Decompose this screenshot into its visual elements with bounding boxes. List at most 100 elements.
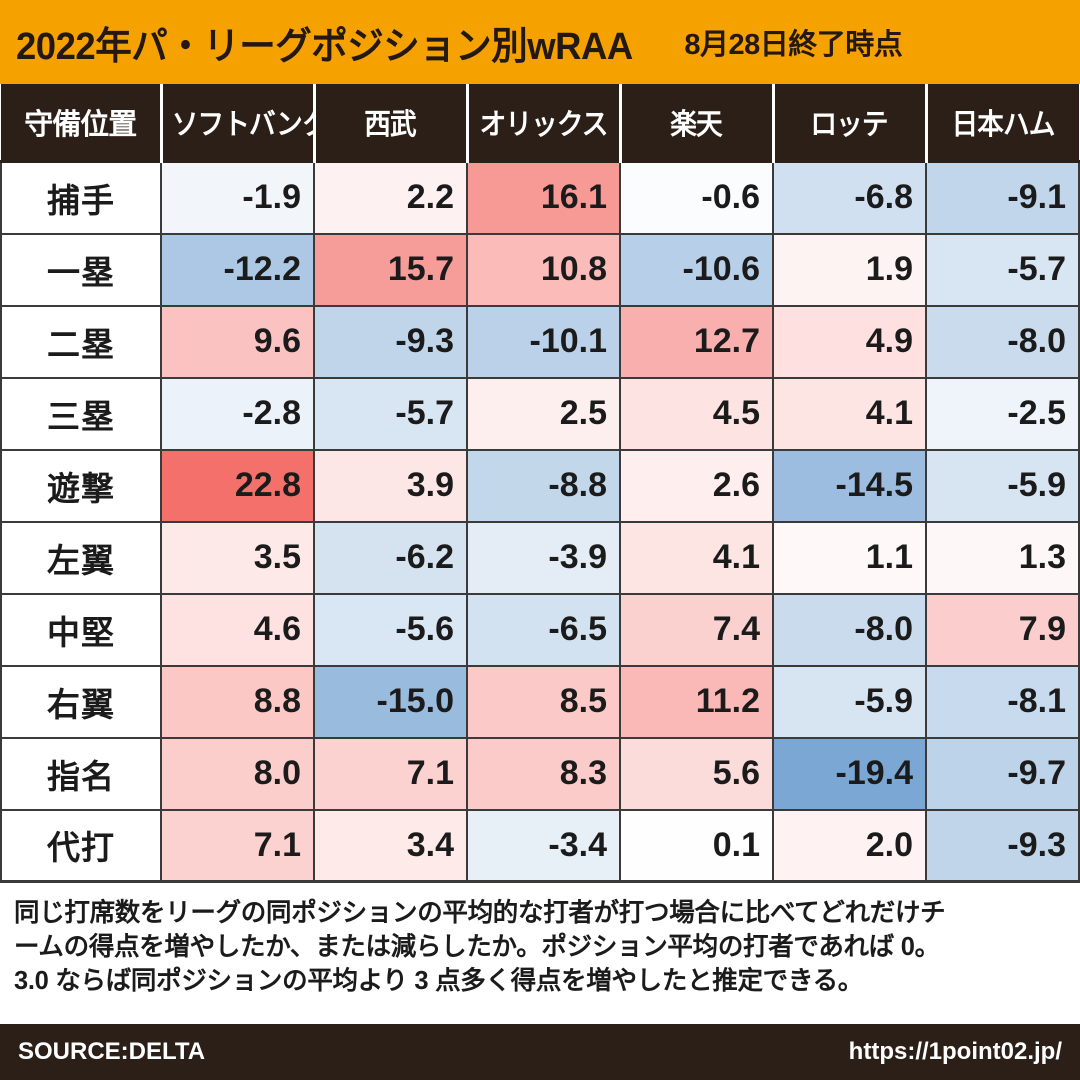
table-row: 二塁 9.6 -9.3 -10.1 12.7 4.9 -8.0 (0, 304, 1080, 379)
page-subtitle: 8月28日終了時点 (684, 29, 903, 61)
heatmap-cell: -19.4 (772, 736, 927, 811)
title-bar: 2022年パ・リーグポジション別wRAA 8月28日終了時点 (0, 0, 1080, 84)
heatmap-cell: 3.5 (160, 520, 315, 595)
heatmap-cell: -1.9 (160, 160, 315, 235)
table-row: 代打 7.1 3.4 -3.4 0.1 2.0 -9.3 (0, 808, 1080, 883)
column-header-4: 楽天 (618, 84, 775, 162)
row-header-position: 左翼 (0, 520, 162, 595)
table-head: 守備位置 ソフトバンク 西武 オリックス 楽天 ロッテ 日本ハム (1, 84, 1079, 162)
heatmap-cell: 4.6 (160, 592, 315, 667)
table-row: 三塁 -2.8 -5.7 2.5 4.5 4.1 -2.5 (0, 376, 1080, 451)
heatmap-cell: -6.2 (313, 520, 468, 595)
table-row: 一塁 -12.2 15.7 10.8 -10.6 1.9 -5.7 (0, 232, 1080, 307)
heatmap-cell: 16.1 (466, 160, 621, 235)
site-url[interactable]: https://1point02.jp/ (848, 1038, 1062, 1065)
heatmap-cell: 4.1 (772, 376, 927, 451)
heatmap-cell: 1.3 (925, 520, 1080, 595)
table-row: 中堅 4.6 -5.6 -6.5 7.4 -8.0 7.9 (0, 592, 1080, 667)
heatmap-cell: 7.1 (160, 808, 315, 883)
heatmap-cell: 8.3 (466, 736, 621, 811)
heatmap-cell: 0.1 (619, 808, 774, 883)
heatmap-cell: -8.1 (925, 664, 1080, 739)
heatmap-cell: 4.1 (619, 520, 774, 595)
row-header-position: 遊撃 (0, 448, 162, 523)
column-header-label: ロッテ (810, 109, 889, 141)
heatmap-cell: 8.0 (160, 736, 315, 811)
row-header-position: 二塁 (0, 304, 162, 379)
wraa-heatmap-table: 守備位置 ソフトバンク 西武 オリックス 楽天 ロッテ 日本ハム 捕手 -1.9 2.2 16.1… (0, 84, 1080, 883)
heatmap-cell: -2.8 (160, 376, 315, 451)
row-header-position: 一塁 (0, 232, 162, 307)
heatmap-cell: -5.9 (925, 448, 1080, 523)
heatmap-cell: 8.5 (466, 664, 621, 739)
column-header-2: 西武 (312, 84, 469, 162)
heatmap-cell: 1.1 (772, 520, 927, 595)
column-header-1: ソフトバンク (159, 84, 316, 162)
heatmap-cell: -0.6 (619, 160, 774, 235)
heatmap-cell: -9.3 (313, 304, 468, 379)
footnote-line-3: 3.0 ならば同ポジションの平均より 3 点多く得点を増やしたと推定できる。 (14, 966, 863, 995)
heatmap-cell: 3.4 (313, 808, 468, 883)
row-header-position: 三塁 (0, 376, 162, 451)
heatmap-cell: 12.7 (619, 304, 774, 379)
heatmap-cell: -9.3 (925, 808, 1080, 883)
heatmap-cell: 7.9 (925, 592, 1080, 667)
column-header-6: 日本ハム (924, 84, 1079, 162)
heatmap-cell: 1.9 (772, 232, 927, 307)
column-header-5: ロッテ (771, 84, 928, 162)
column-header-label: 日本ハム (951, 109, 1056, 141)
table-header-row: 守備位置 ソフトバンク 西武 オリックス 楽天 ロッテ 日本ハム (1, 84, 1079, 162)
table-body: 捕手 -1.9 2.2 16.1 -0.6 -6.8 -9.1 一塁 -12.2 15.7 10.8… (0, 160, 1080, 883)
heatmap-cell: -15.0 (313, 664, 468, 739)
heatmap-cell: -10.1 (466, 304, 621, 379)
footnote-line-2: ームの得点を増やしたか、または減らしたか。ポジション平均の打者であれば 0。 (14, 932, 940, 961)
heatmap-cell: 2.6 (619, 448, 774, 523)
heatmap-cell: -9.1 (925, 160, 1080, 235)
heatmap-cell: -2.5 (925, 376, 1080, 451)
row-header-position: 代打 (0, 808, 162, 883)
column-header-label: ソフトバンク (171, 109, 314, 141)
heatmap-cell: 11.2 (619, 664, 774, 739)
column-header-3: オリックス (465, 84, 622, 162)
heatmap-cell: 4.9 (772, 304, 927, 379)
heatmap-cell: 3.9 (313, 448, 468, 523)
heatmap-cell: 15.7 (313, 232, 468, 307)
footer-bar: SOURCE:DELTA https://1point02.jp/ (0, 1024, 1080, 1080)
table-row: 右翼 8.8 -15.0 8.5 11.2 -5.9 -8.1 (0, 664, 1080, 739)
source-label: SOURCE:DELTA (18, 1038, 206, 1065)
row-header-position: 指名 (0, 736, 162, 811)
heatmap-cell: -14.5 (772, 448, 927, 523)
heatmap-cell: 9.6 (160, 304, 315, 379)
row-header-position: 右翼 (0, 664, 162, 739)
column-header-label: 楽天 (670, 109, 723, 141)
heatmap-cell: -12.2 (160, 232, 315, 307)
heatmap-cell: -6.8 (772, 160, 927, 235)
column-header-position: 守備位置 (1, 84, 163, 162)
heatmap-cell: -8.0 (925, 304, 1080, 379)
heatmap-cell: 22.8 (160, 448, 315, 523)
heatmap-cell: -5.9 (772, 664, 927, 739)
table-row: 捕手 -1.9 2.2 16.1 -0.6 -6.8 -9.1 (0, 160, 1080, 235)
heatmap-cell: -5.7 (313, 376, 468, 451)
heatmap-cell: 4.5 (619, 376, 774, 451)
heatmap-cell: -5.7 (925, 232, 1080, 307)
heatmap-cell: 8.8 (160, 664, 315, 739)
heatmap-cell: -10.6 (619, 232, 774, 307)
wraa-heatmap-table-wrap: 守備位置 ソフトバンク 西武 オリックス 楽天 ロッテ 日本ハム 捕手 -1.9 2.2 16.1… (0, 84, 1080, 883)
heatmap-cell: 7.1 (313, 736, 468, 811)
page-title: 2022年パ・リーグポジション別wRAA (16, 25, 633, 68)
heatmap-cell: -3.4 (466, 808, 621, 883)
heatmap-cell: 5.6 (619, 736, 774, 811)
footnote: 同じ打席数をリーグの同ポジションの平均的な打者が打つ場合に比べてどれだけチ ーム… (0, 883, 1080, 1005)
heatmap-cell: -8.0 (772, 592, 927, 667)
table-row: 左翼 3.5 -6.2 -3.9 4.1 1.1 1.3 (0, 520, 1080, 595)
heatmap-cell: 2.2 (313, 160, 468, 235)
footnote-line-1: 同じ打席数をリーグの同ポジションの平均的な打者が打つ場合に比べてどれだけチ (14, 899, 946, 927)
row-header-position: 捕手 (0, 160, 162, 235)
heatmap-cell: 7.4 (619, 592, 774, 667)
heatmap-cell: -6.5 (466, 592, 621, 667)
table-row: 遊撃 22.8 3.9 -8.8 2.6 -14.5 -5.9 (0, 448, 1080, 523)
heatmap-cell: -9.7 (925, 736, 1080, 811)
column-header-label: 西武 (364, 109, 417, 141)
